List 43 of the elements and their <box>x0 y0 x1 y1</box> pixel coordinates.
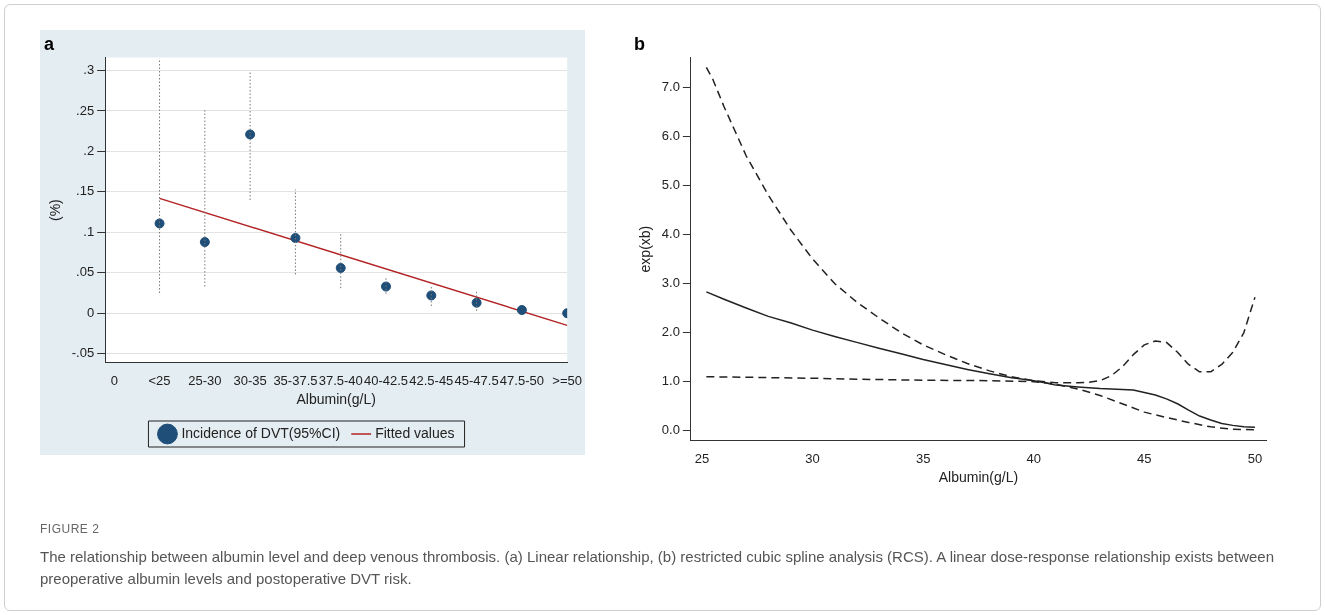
y-tick-label: 7.0 <box>661 78 680 94</box>
x-axis-title: Albumin(g/L) <box>938 469 1019 486</box>
text: The relationship between albumin level and deep venous thrombosis. (a) Linear relationship, (b) restricted cubic spline analysis (RCS). A linear dose-response relationship exists between preoperative albumin levels and postoperative DVT risk. <box>40 547 1275 589</box>
x-tick-label: 47.5-50 <box>499 372 544 388</box>
y-tick-label: 0 <box>86 304 95 320</box>
x-tick-label: 37.5-40 <box>318 372 363 388</box>
x-tick-label: 25-30 <box>188 372 222 388</box>
x-tick-label: 42.5-45 <box>409 372 454 388</box>
y-tick-label: .2 <box>83 143 95 159</box>
y-tick-label: 1.0 <box>661 373 680 389</box>
y-tick-label: 5.0 <box>661 176 680 192</box>
y-tick-label: 0.0 <box>661 422 680 438</box>
x-tick-label: 30 <box>805 450 820 466</box>
y-tick-label: 3.0 <box>661 275 680 291</box>
x-tick-label: >=50 <box>552 372 583 388</box>
x-tick-label: 35 <box>915 450 931 466</box>
y-tick-label: 2.0 <box>661 324 680 340</box>
legend-label: Fitted values <box>375 424 455 441</box>
y-tick-label: 4.0 <box>661 225 680 241</box>
y-tick-label: -.05 <box>71 345 95 361</box>
y-tick-label: .05 <box>76 264 95 280</box>
x-tick-label: 25 <box>694 450 710 466</box>
y-axis-title: exp(xb) <box>637 225 654 273</box>
x-tick-label: 30-35 <box>233 372 267 388</box>
x-tick-label: <25 <box>148 372 171 388</box>
x-tick-label: 35-37.5 <box>273 372 318 388</box>
x-tick-label: 40 <box>1026 450 1041 466</box>
y-tick-label: .25 <box>76 102 95 118</box>
y-tick-label: .3 <box>83 62 95 78</box>
x-tick-label: 40-42.5 <box>363 372 409 388</box>
x-tick-label: 50 <box>1247 450 1263 466</box>
y-tick-label: .15 <box>76 183 95 199</box>
x-tick-label: 45 <box>1137 450 1152 466</box>
y-tick-label: 6.0 <box>661 127 680 143</box>
chart-title: b <box>634 33 645 54</box>
y-axis-title: (%) <box>47 199 64 221</box>
x-tick-label: 45-47.5 <box>454 372 499 388</box>
chart-title: a <box>44 33 55 54</box>
x-axis-title: Albumin(g/L) <box>296 391 376 408</box>
caption: FIGURE 2 <box>40 521 101 538</box>
x-tick-label: 0 <box>110 372 118 388</box>
legend-label: Incidence of DVT(95%CI) <box>181 424 341 441</box>
y-tick-label: .1 <box>83 223 95 239</box>
